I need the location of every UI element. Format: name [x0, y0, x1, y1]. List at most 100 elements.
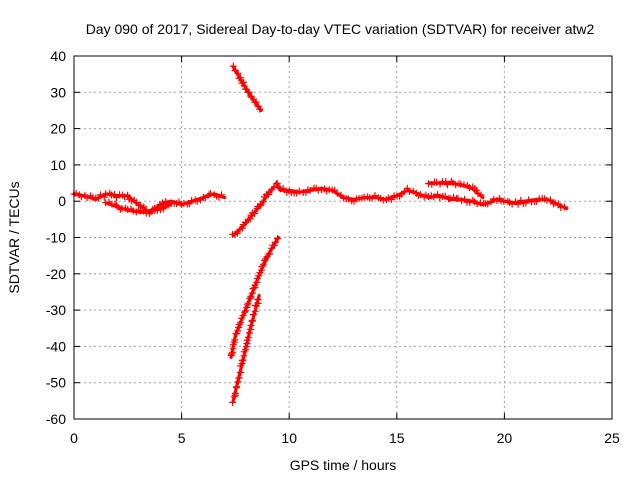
data-point: [236, 319, 245, 327]
data-point: [557, 204, 565, 212]
data-point: [193, 197, 201, 205]
x-tick-label: 20: [497, 430, 513, 446]
data-point: [251, 209, 259, 218]
data-point: [522, 199, 530, 207]
data-point: [237, 368, 245, 376]
data-point: [129, 207, 137, 215]
data-point: [443, 181, 451, 189]
data-point: [274, 235, 282, 243]
data-point: [233, 330, 241, 338]
data-point: [271, 238, 279, 246]
series-arc-high: [229, 62, 264, 113]
data-point: [206, 189, 215, 198]
data-point: [234, 69, 242, 77]
x-tick-label: 15: [389, 430, 405, 446]
series-band-9-16h: [272, 179, 496, 208]
chart-title: Day 090 of 2017, Sidereal Day-to-day VTE…: [86, 21, 595, 37]
data-point: [398, 190, 406, 198]
y-tick-label: -30: [46, 302, 66, 318]
data-point: [430, 193, 438, 201]
grid: [74, 56, 612, 419]
data-point: [416, 191, 424, 199]
data-point: [454, 195, 462, 203]
data-point: [235, 374, 243, 382]
y-tick-label: -60: [46, 411, 66, 427]
data-point: [546, 196, 554, 204]
data-point: [446, 195, 454, 203]
series-arc-small-rise: [229, 185, 276, 238]
data-point: [514, 200, 522, 208]
data-point: [240, 78, 248, 86]
data-point: [279, 184, 287, 192]
data-point: [331, 186, 339, 194]
data-point: [255, 272, 263, 280]
x-tick-label: 10: [281, 430, 297, 446]
data-point: [460, 181, 468, 189]
series-lower-band-0-5h: [101, 198, 173, 218]
x-tick-label: 25: [604, 430, 620, 446]
data-point: [245, 88, 253, 96]
data-point: [252, 98, 260, 106]
data-point: [266, 250, 274, 258]
data-point: [254, 295, 262, 303]
data-point: [554, 200, 562, 208]
data-point: [306, 186, 314, 195]
data-point: [231, 66, 239, 74]
y-tick-label: -10: [46, 230, 66, 246]
data-point: [436, 194, 444, 202]
data-point: [164, 201, 172, 209]
data-point: [318, 186, 326, 194]
data-point: [424, 180, 433, 188]
data-point: [244, 299, 252, 307]
data-point: [333, 189, 341, 197]
data-point: [450, 193, 458, 201]
data-point: [239, 356, 247, 364]
data-point: [295, 187, 303, 195]
data-point: [217, 191, 226, 199]
data-point: [100, 193, 108, 201]
series-arc-low-2: [229, 294, 262, 406]
data-point: [248, 93, 256, 101]
data-point: [233, 229, 241, 237]
x-tick-label: 5: [178, 430, 186, 446]
data-point: [371, 192, 379, 200]
data-point: [240, 82, 248, 90]
data-point: [238, 224, 247, 232]
data-point: [124, 191, 132, 199]
data-point: [246, 215, 254, 223]
data-point: [231, 389, 239, 397]
data-point: [245, 329, 254, 337]
data-point: [244, 333, 252, 341]
y-tick-label: 10: [50, 157, 66, 173]
data-point: [112, 194, 121, 202]
data-point: [251, 307, 259, 315]
data-point: [477, 191, 485, 199]
data-series: [70, 62, 569, 406]
data-point: [234, 378, 242, 386]
series-line: [229, 235, 280, 359]
data-point: [474, 190, 482, 198]
data-point: [234, 323, 243, 332]
data-point: [273, 179, 281, 188]
data-point: [229, 398, 237, 406]
y-tick-label: -20: [46, 266, 66, 282]
data-point: [159, 205, 167, 213]
data-point: [241, 218, 250, 227]
series-arc-low-1: [227, 235, 282, 359]
y-tick-label: -40: [46, 338, 66, 354]
y-tick-label: 20: [50, 121, 66, 137]
data-point: [561, 203, 569, 211]
data-point: [241, 346, 250, 354]
data-point: [256, 105, 264, 113]
x-axis-label: GPS time / hours: [290, 457, 397, 473]
data-point: [229, 62, 237, 70]
y-tick-label: -50: [46, 375, 66, 391]
data-point: [201, 194, 209, 202]
data-point: [231, 336, 239, 344]
axis-ticks: 0 5 10 15 20 25 -60 -50 -40 -30 -20 -10 0 10 20 30 40: [46, 48, 620, 446]
data-point: [253, 274, 261, 283]
data-point: [490, 195, 498, 203]
data-point: [267, 186, 276, 194]
data-point: [77, 193, 85, 201]
